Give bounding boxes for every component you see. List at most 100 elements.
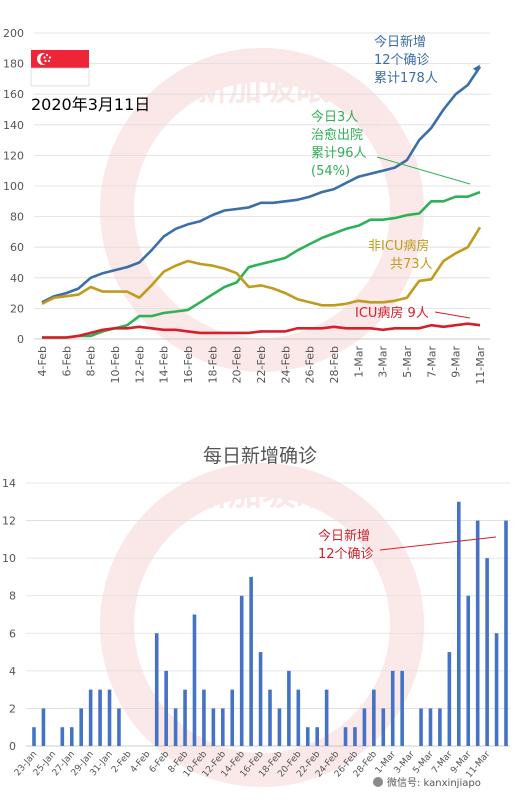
bar <box>230 689 235 746</box>
annotation-daily-arrow <box>379 536 497 551</box>
bar <box>221 708 225 746</box>
x-tick-label: 26-Feb <box>304 346 317 383</box>
bar <box>315 727 319 746</box>
bar <box>428 708 433 746</box>
bar <box>277 708 282 746</box>
bar <box>390 670 395 746</box>
annotation-total: 今日新增 12个确诊 累计178人 <box>374 34 438 86</box>
bar <box>466 595 471 746</box>
bar <box>381 708 386 746</box>
x-tick-label: 4-Feb <box>129 749 153 775</box>
x-tick-label: 8-Feb <box>85 346 98 376</box>
bar <box>239 595 244 746</box>
annotation-icu: ICU病房 9人 <box>355 305 429 321</box>
y-tick-label: 4 <box>9 665 16 678</box>
singapore-flag-icon <box>30 50 90 87</box>
x-tick-label: 16-Feb <box>182 346 195 383</box>
x-tick-label: 18-Feb <box>206 346 219 383</box>
x-tick-label: 6-Feb <box>60 346 73 376</box>
annotation-non-icu-line1: 非ICU病房 <box>368 238 429 254</box>
flag-white-band <box>30 67 90 87</box>
bar <box>504 520 508 746</box>
flag-star <box>47 59 51 63</box>
bar <box>419 708 423 746</box>
line-chart-y-ticks: 0 20 40 60 80 100 120 140 160 180 200 <box>3 27 24 346</box>
bar <box>69 727 74 746</box>
y-tick-label: 100 <box>3 180 24 193</box>
x-tick-label: 14-Feb <box>158 346 171 383</box>
flag-star <box>43 56 46 59</box>
bar <box>117 708 121 746</box>
bar <box>98 689 102 746</box>
annotation-discharged: 今日3人 治愈出院 累计96人 (54%) <box>311 109 367 179</box>
bar <box>438 708 442 746</box>
bar <box>202 689 206 746</box>
flag-star <box>44 59 47 63</box>
annotation-total-line3: 累计178人 <box>374 71 438 86</box>
annotation-discharged-line3: 累计96人 <box>311 146 367 161</box>
y-tick-label: 40 <box>10 272 24 285</box>
wechat-footer: 微信号: kanxinjiapo <box>373 776 481 789</box>
bar <box>32 727 36 746</box>
bar <box>88 689 93 746</box>
x-tick-label: 6-Feb <box>148 749 172 775</box>
y-tick-label: 10 <box>2 552 16 565</box>
y-tick-label: 180 <box>3 58 24 71</box>
footer-text: 微信号: kanxinjiapo <box>387 776 481 789</box>
bar <box>324 689 329 746</box>
flag-star <box>48 56 52 59</box>
y-tick-label: 120 <box>3 149 24 162</box>
series-line-icu <box>42 322 481 339</box>
bar-chart-title: 每日新增确诊 <box>203 445 317 467</box>
x-tick-label: 10-Feb <box>109 346 122 383</box>
bar <box>305 727 310 746</box>
bar-chart-bars <box>32 501 508 746</box>
annotation-daily: 今日新增 12个确诊 <box>318 528 374 562</box>
annotation-discharged-arrow <box>376 156 471 185</box>
x-tick-label: 4-Feb <box>36 346 49 376</box>
bar <box>457 501 461 746</box>
y-tick-label: 20 <box>10 302 24 315</box>
x-tick-label: 11-Mar <box>474 346 487 385</box>
x-tick-label: 12-Feb <box>133 346 146 383</box>
series-line-non_icu <box>41 226 482 307</box>
bar <box>211 708 216 746</box>
x-tick-label: 2-Feb <box>110 749 134 775</box>
annotation-daily-line1: 今日新增 <box>318 528 370 544</box>
x-tick-label: 9-Mar <box>450 346 463 378</box>
date-label: 2020年3月11日 <box>31 95 150 114</box>
bar <box>362 708 367 746</box>
bar <box>107 689 112 746</box>
x-tick-label: 22-Feb <box>255 346 268 383</box>
annotation-total-line2: 12个确诊 <box>374 53 430 68</box>
y-tick-label: 0 <box>17 333 24 346</box>
y-tick-label: 8 <box>9 590 16 603</box>
line-chart-gridlines <box>34 32 490 340</box>
y-tick-label: 80 <box>10 211 24 224</box>
bar <box>41 708 46 746</box>
bar <box>343 727 348 746</box>
y-tick-label: 0 <box>9 740 16 753</box>
watermark-circle-bottom <box>100 463 424 787</box>
x-tick-label: 1-Mar <box>352 346 365 378</box>
bar <box>287 670 291 746</box>
annotation-total-line1: 今日新增 <box>374 34 426 50</box>
bar <box>372 689 376 746</box>
bar <box>249 576 253 746</box>
y-tick-label: 60 <box>10 241 24 254</box>
x-tick-label: 5-Mar <box>401 346 414 378</box>
bar <box>60 727 65 746</box>
y-tick-label: 6 <box>9 627 16 640</box>
annotation-discharged-line4: (54%) <box>311 164 350 179</box>
watermark-layer: 新加坡眼 新加坡眼 <box>100 48 424 787</box>
x-tick-label: 7-Mar <box>425 346 438 378</box>
total-arrow-head <box>473 64 480 73</box>
watermark-text-top: 新加坡眼 <box>194 69 330 109</box>
bar <box>447 652 452 746</box>
bar <box>485 558 489 746</box>
annotation-daily-line2: 12个确诊 <box>318 547 374 562</box>
bar <box>173 708 178 746</box>
line-chart-x-ticks: 4-Feb 6-Feb 8-Feb 10-Feb 12-Feb 14-Feb 16-Feb 1… <box>36 346 487 385</box>
bar <box>79 708 83 746</box>
